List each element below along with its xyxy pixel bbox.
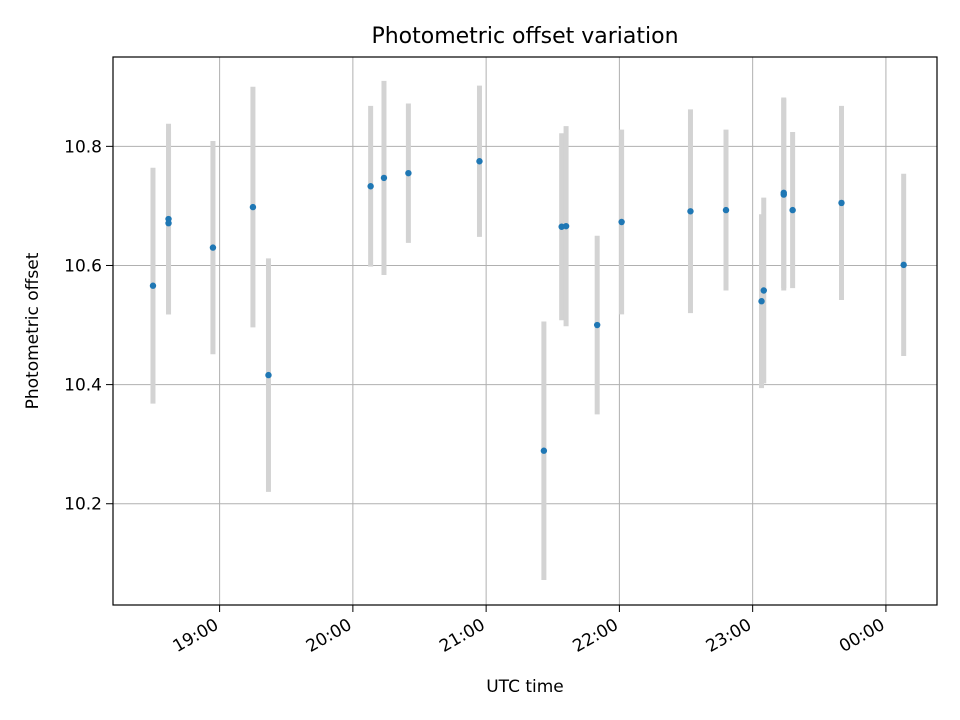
data-point [900, 261, 907, 269]
x-tick-label: 23:00 [703, 615, 755, 657]
y-axis-label: Photometric offset [23, 252, 43, 409]
data-point [618, 218, 625, 226]
y-tick-label: 10.4 [64, 376, 102, 396]
data-point [367, 183, 374, 190]
error-bars [150, 80, 907, 580]
data-point [540, 447, 548, 454]
x-axis-label: UTC time [486, 677, 564, 697]
y-tick-label: 10.6 [64, 256, 102, 276]
data-point [165, 219, 172, 227]
data-point [758, 298, 765, 305]
y-tick-label: 10.2 [64, 495, 102, 515]
y-tick-label: 10.8 [64, 137, 102, 157]
x-tick-label: 22:00 [569, 615, 621, 657]
data-point [593, 321, 601, 329]
data-point [405, 169, 412, 177]
x-tick-label: 21:00 [436, 615, 488, 657]
data-point [838, 199, 845, 207]
data-point [789, 206, 796, 214]
data-point [476, 158, 483, 165]
x-tick-label: 20:00 [303, 615, 355, 657]
data-point [380, 174, 388, 182]
data-point [562, 222, 570, 230]
data-point [760, 287, 767, 294]
data-point [149, 282, 157, 289]
chart-title: Photometric offset variation [371, 24, 678, 49]
x-tick-label: 19:00 [170, 615, 222, 657]
data-point [265, 371, 272, 379]
grid [113, 57, 937, 605]
data-points [149, 158, 907, 454]
data-point [249, 203, 257, 211]
data-point [722, 206, 730, 214]
x-tick-label: 00:00 [836, 615, 888, 657]
data-point [209, 244, 217, 251]
data-point [780, 191, 787, 198]
data-point [687, 208, 694, 215]
plot-area-frame [112, 56, 938, 606]
